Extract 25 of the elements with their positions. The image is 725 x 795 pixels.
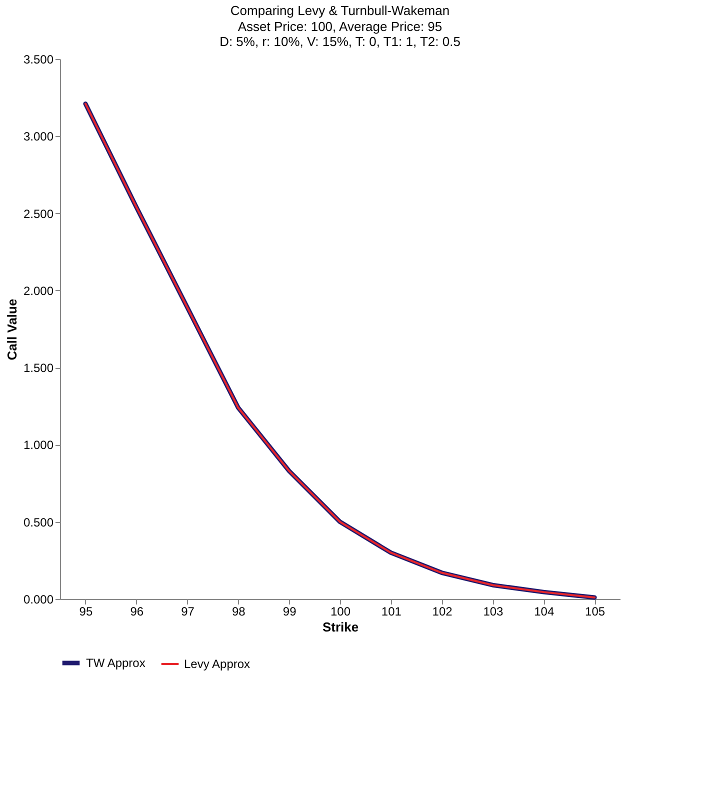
- legend-label: Levy Approx: [184, 657, 250, 671]
- x-tick-label: 104: [534, 604, 554, 618]
- y-tick-label: 1.000: [23, 438, 54, 452]
- y-tick-label: 2.000: [23, 284, 54, 298]
- x-tick-label: 100: [330, 604, 351, 618]
- x-tick-label: 99: [282, 604, 297, 618]
- x-tick-label: 103: [483, 604, 504, 618]
- y-tick-label: 0.500: [23, 515, 54, 530]
- x-tick-label: 98: [232, 604, 246, 618]
- x-axis-title: Strike: [322, 620, 359, 634]
- y-tick-label: 0.000: [23, 592, 54, 606]
- y-tick-label: 1.500: [23, 361, 54, 376]
- y-tick-label: 3.000: [23, 130, 54, 144]
- y-tick-label: 3.500: [23, 52, 54, 66]
- chart-title: Comparing Levy & Turnbull-Wakeman: [230, 3, 450, 18]
- y-axis-title: Call Value: [4, 298, 20, 360]
- chart-subtitle: Asset Price: 100, Average Price: 95 D: 5%, r: 10%, V: 15%, T: 0, T1: 1, T2: 0.5: [220, 19, 460, 49]
- x-tick-label: 97: [181, 604, 195, 618]
- x-tick-label: 102: [432, 604, 453, 618]
- legend-label: TW Approx: [86, 656, 146, 670]
- x-tick-label: 105: [585, 604, 606, 618]
- x-tick-label: 101: [381, 604, 402, 618]
- x-tick-label: 96: [130, 604, 144, 618]
- x-tick-label: 95: [79, 604, 93, 618]
- y-tick-label: 2.500: [23, 206, 54, 221]
